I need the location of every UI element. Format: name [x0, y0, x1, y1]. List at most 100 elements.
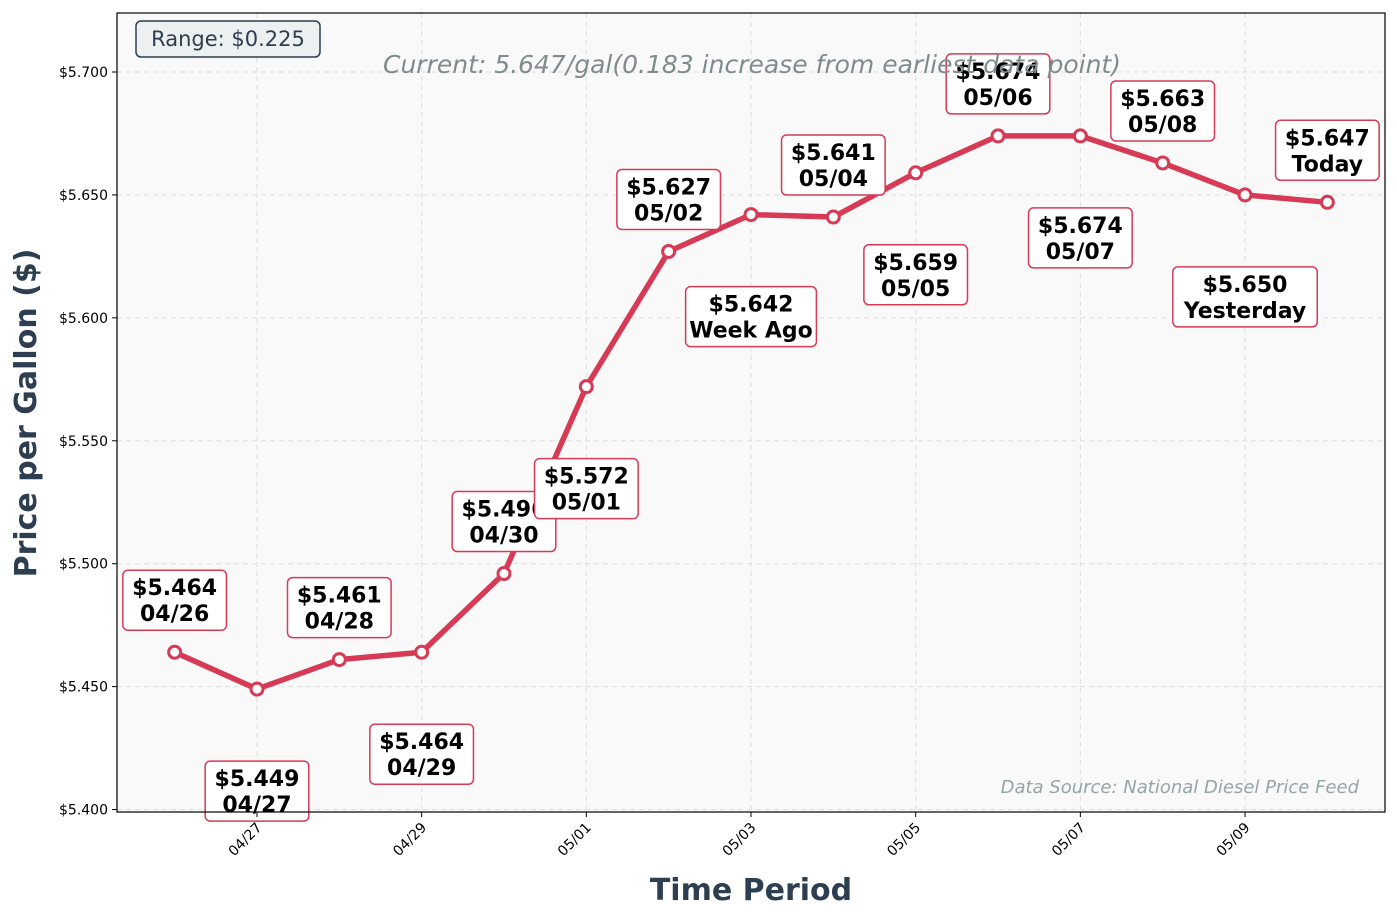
- annotation-box: [1027, 207, 1133, 269]
- data-point: [1237, 187, 1253, 203]
- data-point: [578, 379, 594, 395]
- data-point: [1072, 128, 1088, 144]
- y-tick-label: $5.650: [59, 188, 108, 204]
- annotation-box: [533, 457, 639, 520]
- range-label: Range: $0.225: [151, 27, 305, 51]
- data-point: [825, 209, 841, 225]
- range-box: Range: $0.225: [135, 20, 321, 58]
- annotation-date: 05/06: [963, 86, 1032, 111]
- data-point: [414, 644, 430, 660]
- annotation-box: [863, 244, 969, 306]
- annotation-price: $5.572: [544, 465, 629, 490]
- x-axis: 04/27 04/29 05/01 05/03 05/05 05/07 05/09: [226, 812, 1254, 860]
- annotation-date: Yesterday: [1183, 299, 1306, 324]
- annotation-date: 04/28: [305, 610, 374, 635]
- annotation-box: [1110, 80, 1216, 142]
- annotation-price: $5.647: [1285, 126, 1370, 151]
- annotation-date: 04/26: [140, 602, 209, 627]
- y-tick-label: $5.450: [59, 680, 108, 696]
- annotation-price: $5.464: [379, 730, 464, 755]
- x-axis-title: Time Period: [650, 873, 852, 908]
- x-tick-label: 04/29: [390, 820, 430, 860]
- annotation-date: 05/04: [799, 167, 868, 192]
- annotation-price: $5.641: [791, 141, 876, 166]
- data-point: [1319, 194, 1335, 210]
- annotation-date: 05/05: [881, 277, 950, 302]
- data-point: [496, 566, 512, 582]
- annotation-price: $5.663: [1120, 87, 1205, 112]
- y-tick-label: $5.600: [59, 311, 108, 327]
- y-tick-label: $5.700: [59, 65, 108, 81]
- annotation-box: [286, 576, 392, 639]
- annotation-price: $5.650: [1203, 273, 1288, 298]
- annotation-box: [451, 490, 557, 553]
- annotation-price: $5.659: [873, 251, 958, 276]
- data-point: [908, 165, 924, 181]
- annotation-box: [122, 569, 228, 631]
- x-tick-label: 05/01: [555, 820, 595, 860]
- grid-lines: [117, 13, 1385, 812]
- annotation-box: [616, 168, 722, 231]
- annotation-price: $5.642: [709, 293, 794, 318]
- data-source-note: Data Source: National Diesel Price Feed: [1001, 777, 1360, 798]
- x-tick-label: 05/09: [1214, 820, 1254, 860]
- plot-frame: [116, 12, 1386, 813]
- annotation-box: [1274, 119, 1380, 182]
- annotation-box: [204, 760, 310, 822]
- annotation-price: $5.464: [132, 576, 217, 601]
- annotation-date: 05/07: [1046, 240, 1115, 265]
- annotation-price: $5.674: [1038, 214, 1123, 239]
- annotation-price: $5.627: [626, 175, 711, 200]
- y-axis-title: Price per Gallon ($): [9, 249, 44, 578]
- data-point: [167, 644, 183, 660]
- annotation-price: $5.449: [215, 767, 300, 792]
- y-tick-label: $5.550: [59, 434, 108, 450]
- data-point: [661, 243, 677, 259]
- data-point: [1155, 155, 1171, 171]
- x-tick-label: 05/03: [720, 820, 760, 860]
- markers-layer: [167, 128, 1335, 697]
- annotation-date: Week Ago: [689, 319, 813, 344]
- data-point: [331, 652, 347, 668]
- chart-subtitle: Current: 5.647/gal(0.183 increase from e…: [383, 50, 1121, 79]
- data-point: [990, 128, 1006, 144]
- annotation-date: Today: [1292, 152, 1363, 177]
- data-point: [249, 681, 265, 697]
- y-tick-label: $5.400: [59, 803, 108, 819]
- annotation-box: [945, 53, 1051, 115]
- annotation-date: 05/01: [552, 491, 621, 516]
- annotation-price: $5.496: [462, 498, 547, 523]
- annotation-price: $5.674: [956, 60, 1041, 85]
- y-tick-label: $5.500: [59, 557, 108, 573]
- y-axis: $5.400 $5.450 $5.500 $5.550 $5.600 $5.650 $5.7…: [59, 65, 117, 819]
- x-tick-label: 05/07: [1049, 820, 1089, 860]
- x-tick-label: 04/27: [226, 820, 266, 860]
- annotations-layer: $5.46404/26$5.44904/27$5.46104/28$5.4640…: [122, 53, 1380, 822]
- data-point: [743, 207, 759, 223]
- annotation-price: $5.461: [297, 584, 382, 609]
- x-tick-label: 05/05: [884, 820, 924, 860]
- annotation-date: 05/02: [634, 201, 703, 226]
- annotation-date: 04/30: [469, 524, 538, 549]
- annotation-box: [780, 134, 886, 196]
- annotation-box: [1172, 266, 1318, 328]
- annotation-date: 04/29: [387, 756, 456, 781]
- annotation-box: [684, 285, 818, 348]
- annotation-box: [369, 723, 475, 785]
- annotation-date: 05/08: [1128, 113, 1197, 138]
